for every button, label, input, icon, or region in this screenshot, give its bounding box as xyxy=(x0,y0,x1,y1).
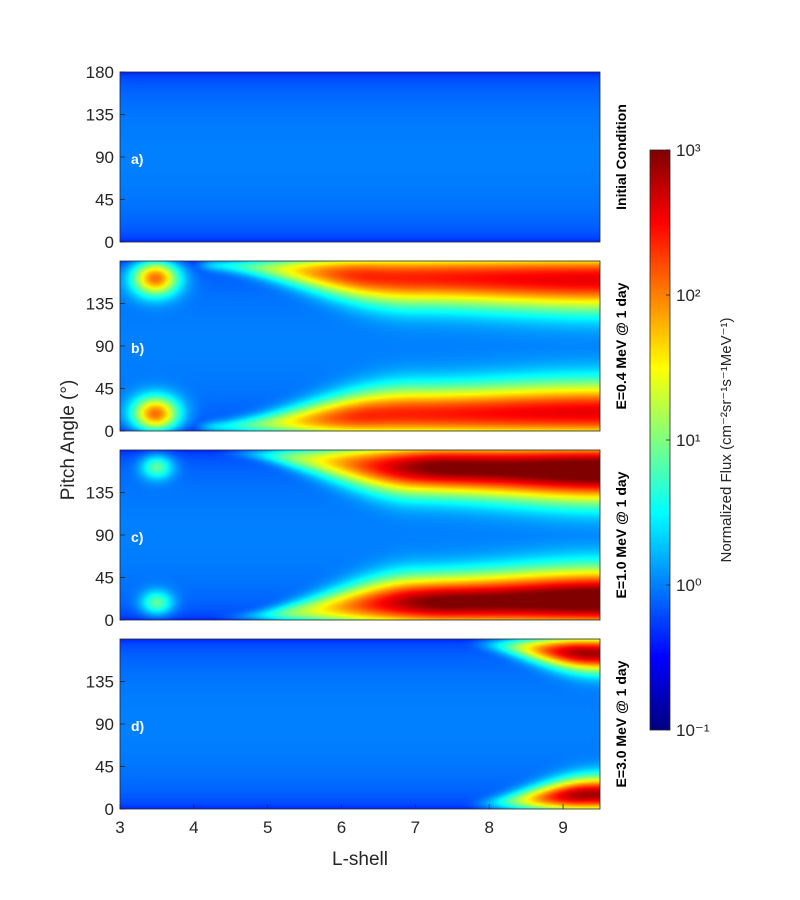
x-tick-label: 7 xyxy=(411,818,420,837)
y-tick-label: 0 xyxy=(105,233,114,252)
x-tick-label: 9 xyxy=(558,818,567,837)
y-tick-label: 135 xyxy=(86,106,114,125)
y-tick-label: 90 xyxy=(95,526,114,545)
panel-a: 0 45 90 135 180 a) Initial Condition xyxy=(86,63,629,252)
y-tick-label: 90 xyxy=(95,148,114,167)
y-axis-label: Pitch Angle (°) xyxy=(58,380,79,501)
heatmap-a xyxy=(120,72,600,242)
colorbar-tick-label: 10⁰ xyxy=(676,576,702,595)
x-tick-label: 6 xyxy=(337,818,346,837)
heatmap-d xyxy=(120,639,600,809)
panel-title: Initial Condition xyxy=(613,104,629,210)
x-axis: 3 4 5 6 7 8 9 xyxy=(115,804,568,837)
panel-c: 0 45 90 135 c) E=1.0 MeV @ 1 day xyxy=(86,449,629,630)
colorbar-tick-label: 10¹ xyxy=(676,431,701,450)
panel-title: E=1.0 MeV @ 1 day xyxy=(613,471,629,598)
y-tick-label: 45 xyxy=(95,569,114,588)
panel-d: 0 45 90 135 d) E=3.0 MeV @ 1 day xyxy=(86,638,629,819)
x-tick-label: 5 xyxy=(263,818,272,837)
y-tick-label: 0 xyxy=(105,422,114,441)
x-axis-label: L-shell xyxy=(332,849,388,870)
colorbar-tick-label: 10² xyxy=(676,286,701,305)
panel-title: E=3.0 MeV @ 1 day xyxy=(613,660,629,787)
y-tick-label: 45 xyxy=(95,191,114,210)
x-tick-label: 3 xyxy=(115,818,124,837)
y-tick-label: 180 xyxy=(86,63,114,82)
panel-title: E=0.4 MeV @ 1 day xyxy=(613,282,629,409)
y-tick-label: 135 xyxy=(86,673,114,692)
panel-letter: d) xyxy=(131,718,144,734)
y-tick-label: 135 xyxy=(86,295,114,314)
y-tick-label: 0 xyxy=(105,611,114,630)
panel-letter: b) xyxy=(131,340,144,356)
y-tick-label: 135 xyxy=(86,484,114,503)
colorbar: 10⁻¹ 10⁰ 10¹ 10² 10³ xyxy=(649,141,710,740)
panel-letter: c) xyxy=(131,529,143,545)
panel-b: 0 45 90 135 b) E=0.4 MeV @ 1 day xyxy=(86,260,629,441)
colorbar-gradient xyxy=(650,150,670,730)
panel-letter: a) xyxy=(131,151,143,167)
x-tick-label: 4 xyxy=(189,818,198,837)
y-tick-label: 90 xyxy=(95,337,114,356)
y-tick-label: 45 xyxy=(95,380,114,399)
panels-group: 0 45 90 135 180 a) Initial Condition 0 45 90 135 b)… xyxy=(86,63,629,819)
y-tick-label: 45 xyxy=(95,758,114,777)
colorbar-tick-label: 10³ xyxy=(676,141,701,160)
colorbar-label: Normalized Flux (cm⁻²sr⁻¹s⁻¹MeV⁻¹) xyxy=(718,317,735,562)
heatmap-c xyxy=(120,450,600,620)
x-tick-label: 8 xyxy=(484,818,493,837)
colorbar-tick-label: 10⁻¹ xyxy=(676,721,710,740)
y-tick-label: 0 xyxy=(105,800,114,819)
y-tick-label: 90 xyxy=(95,715,114,734)
heatmap-b xyxy=(120,261,600,431)
